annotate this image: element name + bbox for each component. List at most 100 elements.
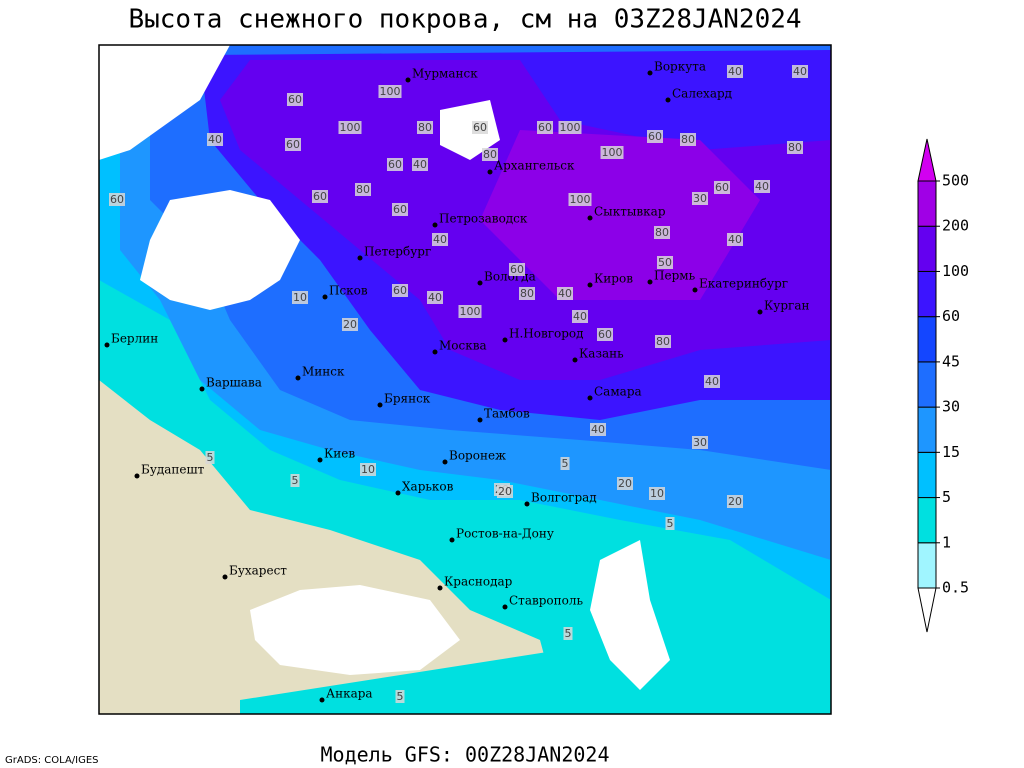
- city-dot: [692, 287, 698, 293]
- contour-label: 60: [393, 284, 407, 297]
- contour-label: 60: [510, 263, 524, 276]
- contour-label-bg: [654, 226, 670, 239]
- contour-label: 40: [591, 423, 605, 436]
- contour-label-bg: [727, 65, 743, 78]
- contour-label-bg: [568, 193, 592, 206]
- contour-label-bg: [395, 690, 405, 703]
- contour-label-bg: [600, 146, 624, 159]
- contour-label-bg: [704, 375, 720, 388]
- snow-1: [240, 650, 640, 714]
- contour-label-bg: [472, 121, 488, 134]
- city-dot: [395, 490, 401, 496]
- contour-label: 60: [110, 193, 124, 206]
- contour-label: 5: [397, 690, 404, 703]
- contour-label-bg: [509, 263, 525, 276]
- city-dot: [222, 574, 228, 580]
- contour-label-bg: [285, 138, 301, 151]
- city-dot: [104, 342, 110, 348]
- contour-label-bg: [692, 192, 708, 205]
- contour-label: 20: [343, 318, 357, 331]
- contour-label-bg: [392, 284, 408, 297]
- city-dot: [572, 357, 578, 363]
- city-dot: [477, 417, 483, 423]
- contour-label-bg: [290, 474, 300, 487]
- contour-label: 5: [562, 457, 569, 470]
- contour-label-bg: [558, 121, 582, 134]
- contour-label: 5: [565, 627, 572, 640]
- contour-label-bg: [657, 256, 673, 269]
- contour-label: 40: [208, 133, 222, 146]
- contour-label-bg: [417, 121, 433, 134]
- city-dot: [524, 501, 530, 507]
- contour-label: 100: [602, 146, 623, 159]
- contour-label-bg: [432, 233, 448, 246]
- city-dot: [477, 280, 483, 286]
- legend-label: 45: [942, 352, 960, 370]
- contour-label-bg: [590, 423, 606, 436]
- contour-label: 80: [681, 133, 695, 146]
- contour-label-bg: [292, 291, 308, 304]
- contour-label: 60: [288, 93, 302, 106]
- city-label: Варшава: [206, 376, 262, 390]
- contour-label-bg: [727, 233, 743, 246]
- sea: [440, 100, 500, 160]
- city-dot: [319, 697, 325, 703]
- contour-label-bg: [787, 141, 803, 154]
- city-dot: [647, 279, 653, 285]
- legend-band: [917, 497, 937, 544]
- city-label: Псков: [329, 284, 368, 298]
- contour-label-bg: [207, 133, 223, 146]
- legend-band: [917, 316, 937, 363]
- legend-label: 15: [942, 443, 960, 461]
- contour-label-bg: [649, 487, 665, 500]
- city-dot: [587, 282, 593, 288]
- contour-label: 10: [361, 463, 375, 476]
- contour-label: 30: [693, 192, 707, 205]
- city-label: Минск: [302, 365, 345, 379]
- contour-label: 60: [648, 130, 662, 143]
- city-dot: [432, 349, 438, 355]
- contour-label: 80: [656, 335, 670, 348]
- contour-label: 40: [705, 375, 719, 388]
- contour-label-bg: [497, 485, 513, 498]
- legend-label: 200: [942, 217, 969, 235]
- contour-label: 60: [473, 121, 487, 134]
- city-label: Москва: [439, 339, 487, 353]
- city-dot: [757, 309, 763, 315]
- city-label: Самара: [594, 385, 642, 399]
- city-dot: [432, 222, 438, 228]
- contour-label: 80: [483, 148, 497, 161]
- contour-label-bg: [355, 183, 371, 196]
- city-label: Екатеринбург: [699, 277, 788, 291]
- city-label: Воркута: [654, 60, 706, 74]
- map-frame: [98, 44, 832, 715]
- contour-label: 60: [388, 158, 402, 171]
- city-label: Бухарест: [229, 564, 287, 578]
- contour-label-bg: [109, 193, 125, 206]
- city-label: Салехард: [672, 87, 732, 101]
- city-label: Краснодар: [444, 575, 513, 589]
- legend-band: [917, 406, 937, 453]
- contour-label-bg: [617, 477, 633, 490]
- city-label: Берлин: [111, 332, 158, 346]
- contour-label-bg: [360, 463, 376, 476]
- contour-label: 100: [460, 305, 481, 318]
- city-dot: [134, 473, 140, 479]
- contour-label-bg: [665, 517, 675, 530]
- contour-label-bg: [519, 287, 535, 300]
- legend-band: [917, 270, 937, 318]
- credit: GrADS: COLA/IGES: [5, 755, 99, 766]
- contour-label: 40: [573, 310, 587, 323]
- map: Мурманск Воркута Салехард Архангельск Петроз…: [98, 44, 832, 715]
- contour-label: 60: [313, 190, 327, 203]
- contour-label: 40: [755, 180, 769, 193]
- city-dot: [647, 70, 653, 76]
- city-dot: [442, 459, 448, 465]
- contour-label: 60: [286, 138, 300, 151]
- contour-label: 20: [618, 477, 632, 490]
- legend-band: [917, 180, 937, 227]
- contour-label-bg: [342, 318, 358, 331]
